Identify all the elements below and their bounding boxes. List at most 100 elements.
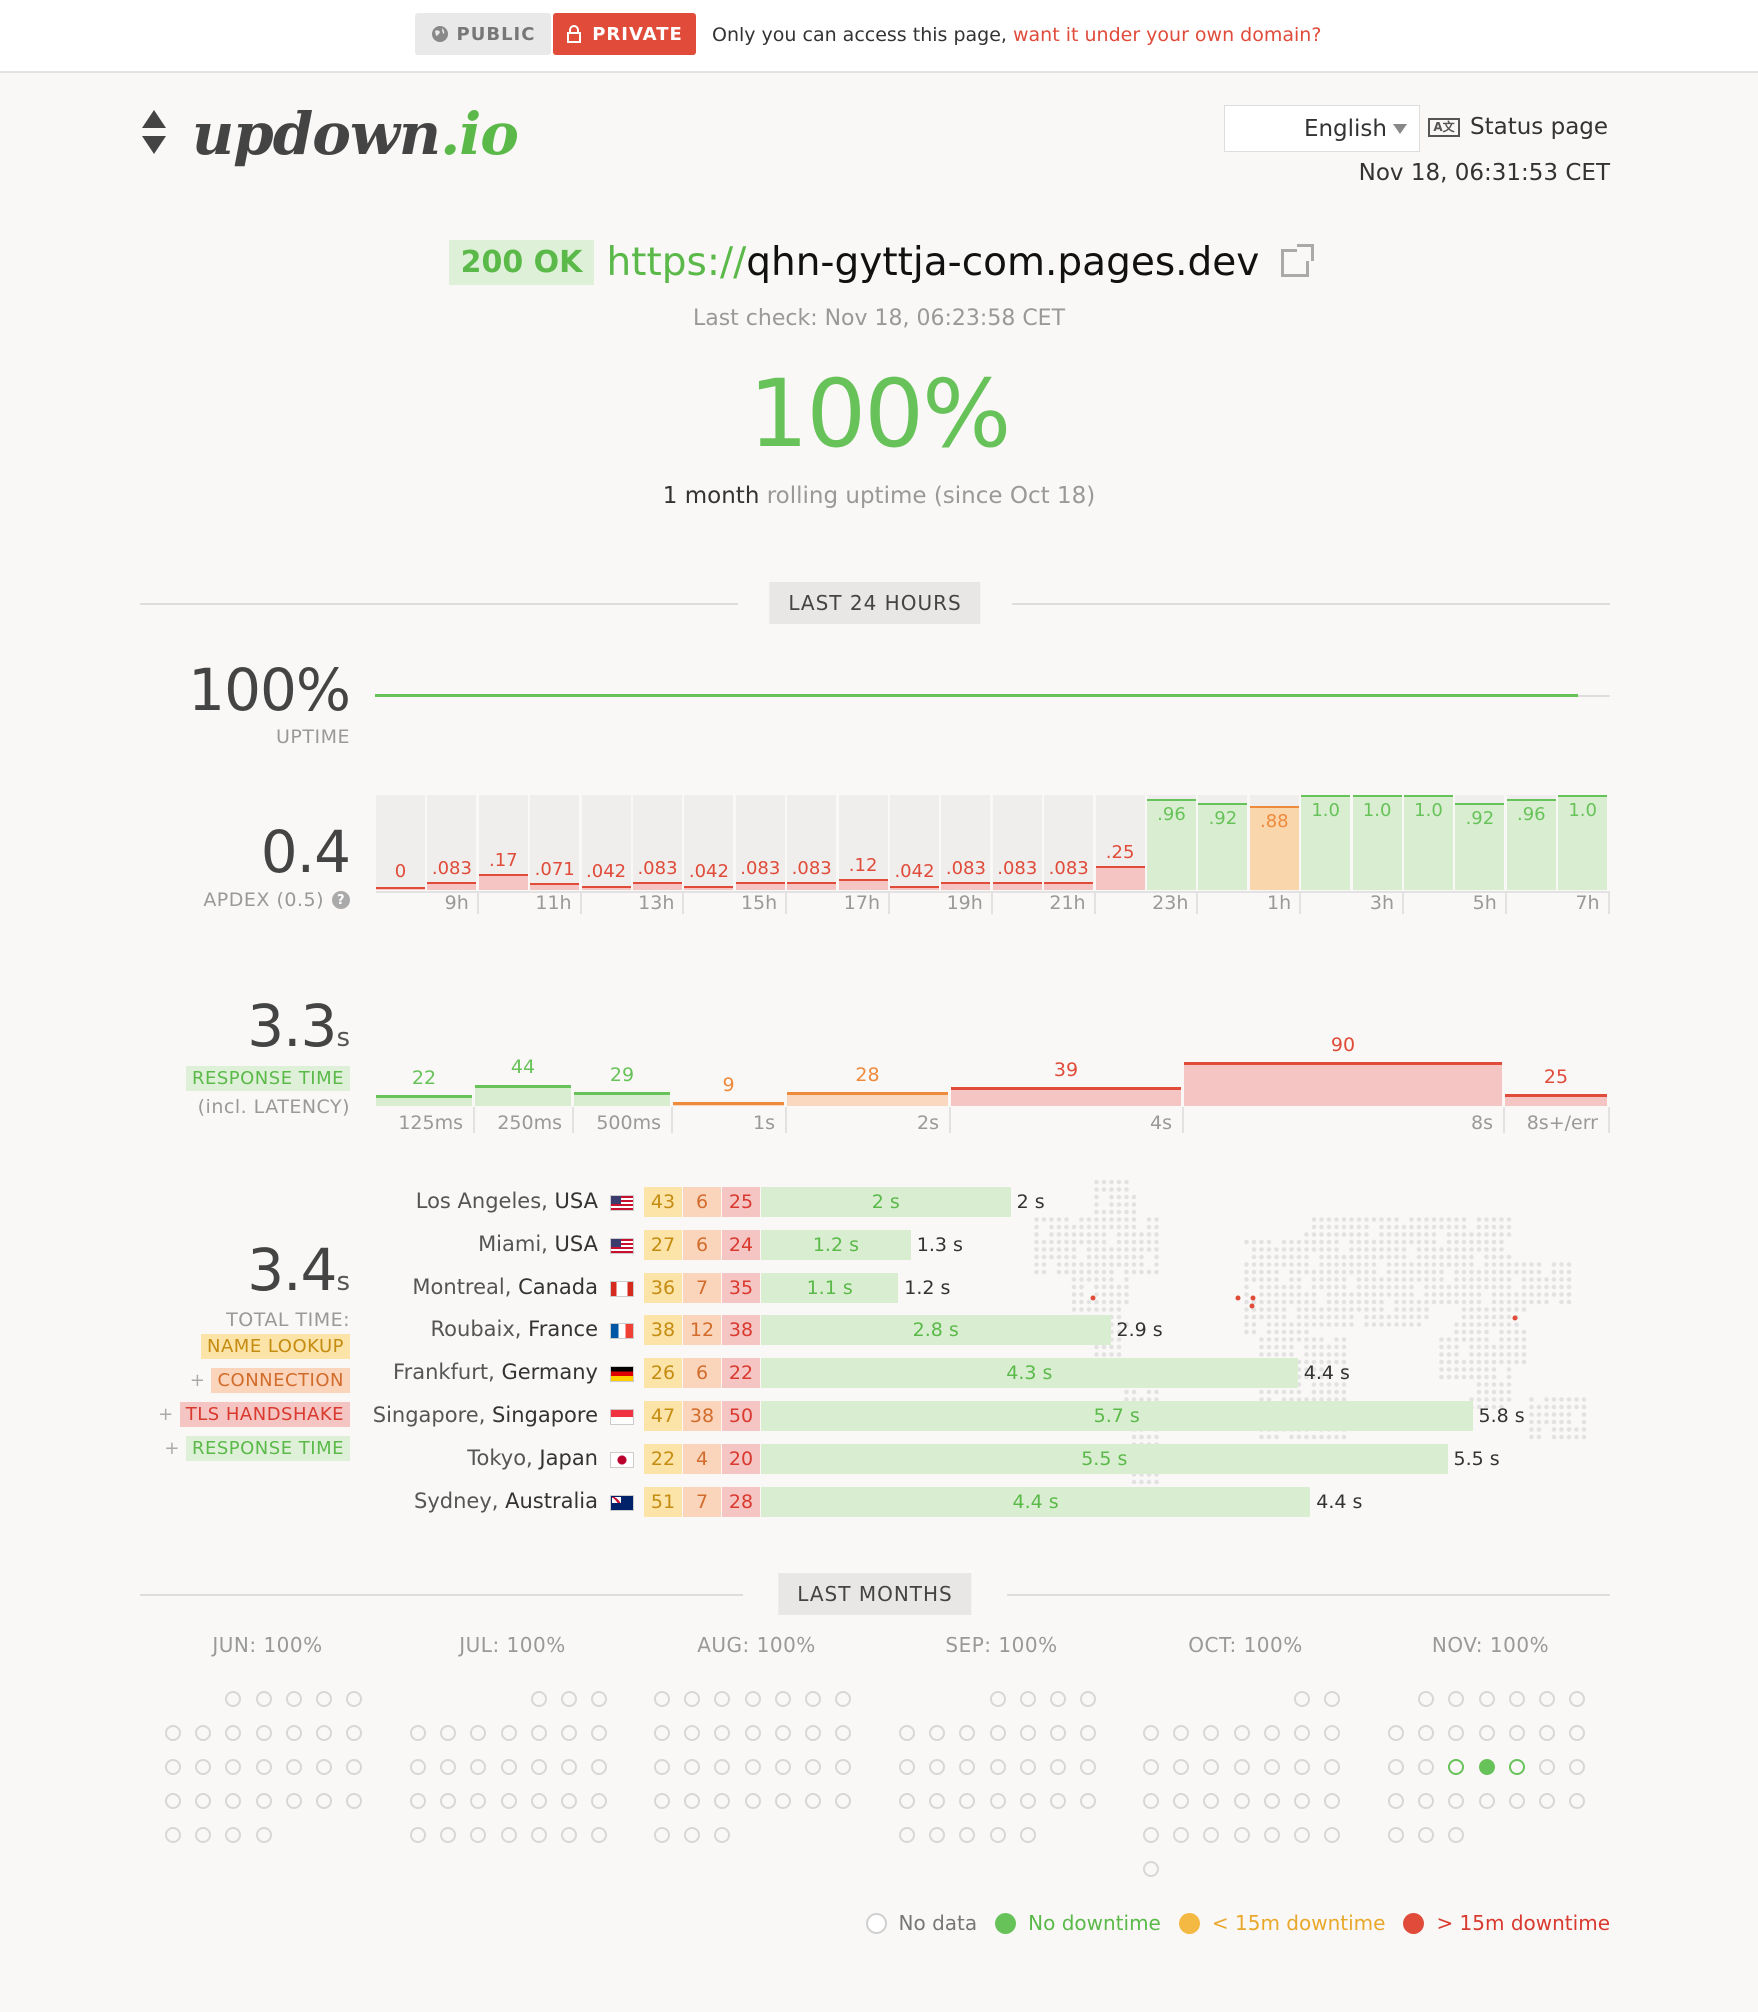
calendar-day[interactable]	[440, 1725, 457, 1741]
calendar-day[interactable]	[1080, 1793, 1097, 1809]
calendar-day[interactable]	[470, 1827, 487, 1843]
question-circle-icon[interactable]: ?	[332, 891, 350, 909]
calendar-day[interactable]	[654, 1759, 670, 1775]
public-button[interactable]: PUBLIC	[415, 13, 551, 55]
private-button[interactable]: PRIVATE	[553, 13, 696, 55]
apdex-bar[interactable]: .083	[1044, 795, 1094, 890]
calendar-day[interactable]	[1539, 1725, 1555, 1741]
calendar-day[interactable]	[654, 1793, 670, 1809]
calendar-day[interactable]	[989, 1793, 1006, 1809]
apdex-bar[interactable]: .083	[633, 795, 682, 890]
calendar-day[interactable]	[1203, 1725, 1220, 1741]
calendar-day[interactable]	[195, 1793, 212, 1809]
apdex-bar[interactable]: 1.0	[1558, 795, 1608, 890]
calendar-day[interactable]	[316, 1691, 332, 1707]
calendar-day[interactable]	[1294, 1725, 1310, 1741]
calendar-day[interactable]	[1019, 1793, 1036, 1809]
calendar-day[interactable]	[470, 1793, 487, 1809]
calendar-day[interactable]	[654, 1691, 670, 1707]
calendar-day[interactable]	[1539, 1691, 1555, 1707]
calendar-day[interactable]	[410, 1725, 426, 1741]
calendar-day[interactable]	[1080, 1759, 1097, 1775]
apdex-bar[interactable]: .17	[478, 795, 528, 890]
status-page-link[interactable]: A文 Status page	[1428, 114, 1608, 140]
calendar-day[interactable]	[1294, 1691, 1310, 1707]
calendar-day[interactable]	[1143, 1759, 1159, 1775]
apdex-bar[interactable]: 1.0	[1301, 795, 1351, 890]
calendar-day[interactable]	[1050, 1725, 1066, 1741]
calendar-day[interactable]	[1263, 1827, 1280, 1843]
calendar-day[interactable]	[255, 1691, 272, 1707]
apdex-bar[interactable]: .96	[1506, 795, 1556, 890]
calendar-day[interactable]	[989, 1725, 1006, 1741]
apdex-bar[interactable]: .12	[838, 795, 888, 890]
calendar-day[interactable]	[899, 1759, 915, 1775]
apdex-bar[interactable]: .042	[581, 795, 631, 890]
calendar-day[interactable]	[1478, 1691, 1495, 1707]
calendar-day[interactable]	[470, 1725, 487, 1741]
calendar-day[interactable]	[1173, 1827, 1190, 1843]
calendar-day[interactable]	[654, 1725, 670, 1741]
calendar-day[interactable]	[1508, 1725, 1525, 1741]
location-row[interactable]: Frankfurt, Germany 26 6 22 4.3 s 4.4 s	[360, 1358, 1610, 1389]
apdex-bar[interactable]: .042	[890, 795, 939, 890]
calendar-day[interactable]	[744, 1691, 761, 1707]
calendar-day[interactable]	[1448, 1725, 1465, 1741]
calendar-day[interactable]	[591, 1827, 608, 1843]
calendar-day[interactable]	[530, 1827, 547, 1843]
apdex-bar[interactable]: .083	[941, 795, 991, 890]
calendar-day[interactable]	[1418, 1827, 1435, 1843]
calendar-day[interactable]	[561, 1691, 577, 1707]
calendar-day[interactable]	[1569, 1691, 1586, 1707]
calendar-day[interactable]	[805, 1793, 821, 1809]
calendar-day[interactable]	[1478, 1759, 1495, 1775]
calendar-day[interactable]	[714, 1793, 731, 1809]
calendar-day[interactable]	[1019, 1827, 1036, 1843]
calendar-day[interactable]	[255, 1793, 272, 1809]
calendar-day[interactable]	[1418, 1793, 1435, 1809]
language-select[interactable]: English	[1224, 105, 1420, 152]
calendar-day[interactable]	[285, 1793, 302, 1809]
calendar-day[interactable]	[285, 1725, 302, 1741]
calendar-day[interactable]	[500, 1793, 517, 1809]
calendar-day[interactable]	[774, 1793, 791, 1809]
calendar-day[interactable]	[1388, 1725, 1404, 1741]
calendar-day[interactable]	[654, 1827, 670, 1843]
calendar-day[interactable]	[225, 1827, 242, 1843]
calendar-day[interactable]	[1143, 1725, 1159, 1741]
calendar-day[interactable]	[530, 1691, 547, 1707]
calendar-day[interactable]	[989, 1691, 1006, 1707]
calendar-day[interactable]	[1050, 1759, 1066, 1775]
calendar-day[interactable]	[440, 1759, 457, 1775]
calendar-day[interactable]	[1539, 1759, 1555, 1775]
logo[interactable]: updown.io	[140, 100, 519, 168]
calendar-day[interactable]	[410, 1793, 426, 1809]
check-url[interactable]: https://qhn-gyttja-com.pages.dev	[606, 240, 1260, 285]
calendar-day[interactable]	[1263, 1759, 1280, 1775]
calendar-day[interactable]	[835, 1793, 852, 1809]
calendar-day[interactable]	[989, 1759, 1006, 1775]
apdex-bar[interactable]: .042	[684, 795, 734, 890]
calendar-day[interactable]	[165, 1759, 181, 1775]
calendar-day[interactable]	[1324, 1691, 1341, 1707]
calendar-day[interactable]	[1294, 1827, 1310, 1843]
calendar-day[interactable]	[1173, 1725, 1190, 1741]
calendar-day[interactable]	[774, 1759, 791, 1775]
location-row[interactable]: Miami, USA 27 6 24 1.2 s 1.3 s	[360, 1229, 1610, 1260]
calendar-day[interactable]	[1050, 1691, 1066, 1707]
calendar-day[interactable]	[1263, 1793, 1280, 1809]
calendar-day[interactable]	[1263, 1725, 1280, 1741]
calendar-day[interactable]	[225, 1691, 242, 1707]
calendar-day[interactable]	[1448, 1759, 1465, 1775]
calendar-day[interactable]	[1418, 1759, 1435, 1775]
calendar-day[interactable]	[1569, 1759, 1586, 1775]
calendar-day[interactable]	[684, 1759, 701, 1775]
calendar-day[interactable]	[410, 1827, 426, 1843]
calendar-day[interactable]	[561, 1759, 577, 1775]
calendar-day[interactable]	[714, 1827, 731, 1843]
calendar-day[interactable]	[899, 1793, 915, 1809]
calendar-day[interactable]	[1324, 1725, 1341, 1741]
calendar-day[interactable]	[1294, 1759, 1310, 1775]
apdex-bar[interactable]: .92	[1198, 795, 1248, 890]
response-bucket-bar[interactable]	[475, 1084, 571, 1106]
